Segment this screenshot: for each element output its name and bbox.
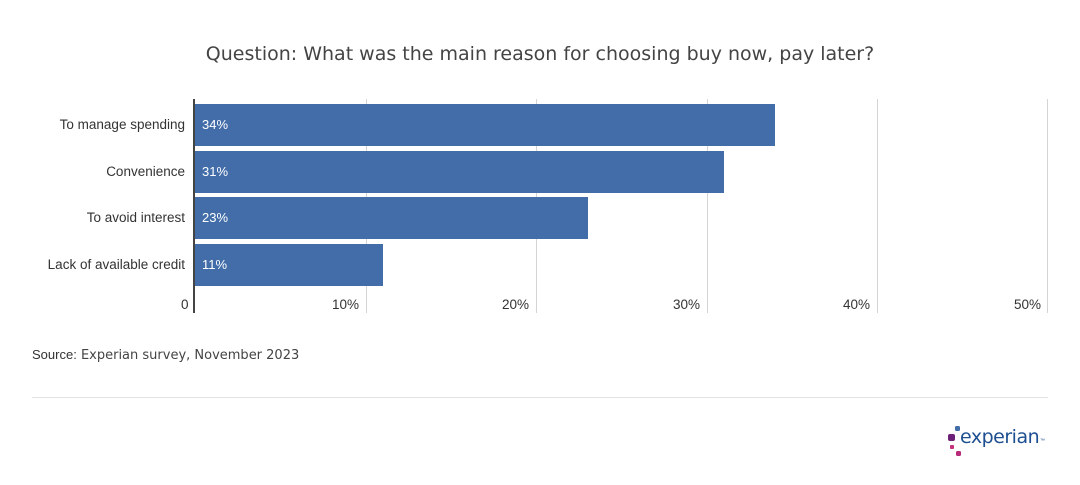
source-note: Source: Experian survey, November 2023 (32, 347, 299, 363)
gridline (877, 99, 878, 313)
bar: 23% (195, 197, 588, 239)
bar: 31% (195, 151, 724, 193)
bar-value-label: 23% (202, 210, 229, 225)
source-text: Experian survey, November 2023 (76, 348, 300, 363)
category-label: To avoid interest (86, 210, 185, 225)
bar-value-label: 31% (202, 164, 229, 179)
logo-dots-icon (948, 426, 961, 456)
x-tick-label: 50% (1014, 297, 1042, 312)
source-label: Source: (32, 347, 77, 362)
x-tick-label: 40% (843, 297, 871, 312)
trademark: ™ (1040, 438, 1045, 444)
x-tick-label: 20% (502, 297, 530, 312)
divider (32, 397, 1048, 398)
gridline (1047, 99, 1048, 313)
x-tick-label: 10% (332, 297, 360, 312)
category-label: Convenience (106, 164, 185, 179)
experian-logo: experian ™ (948, 424, 1048, 460)
plot-area: 34% 31% 23% 11% (193, 99, 1048, 313)
bar: 11% (195, 244, 383, 286)
x-tick-label: 0 (181, 297, 189, 312)
bar: 34% (195, 104, 775, 146)
gridline (707, 99, 708, 313)
x-tick-label: 30% (673, 297, 701, 312)
bar-value-label: 11% (202, 257, 228, 272)
chart-title: Question: What was the main reason for c… (205, 43, 875, 65)
y-axis-line (193, 99, 195, 313)
category-label: To manage spending (59, 117, 185, 132)
bar-value-label: 34% (202, 117, 229, 132)
logo-text: experian (960, 426, 1040, 448)
category-label: Lack of available credit (47, 257, 185, 272)
